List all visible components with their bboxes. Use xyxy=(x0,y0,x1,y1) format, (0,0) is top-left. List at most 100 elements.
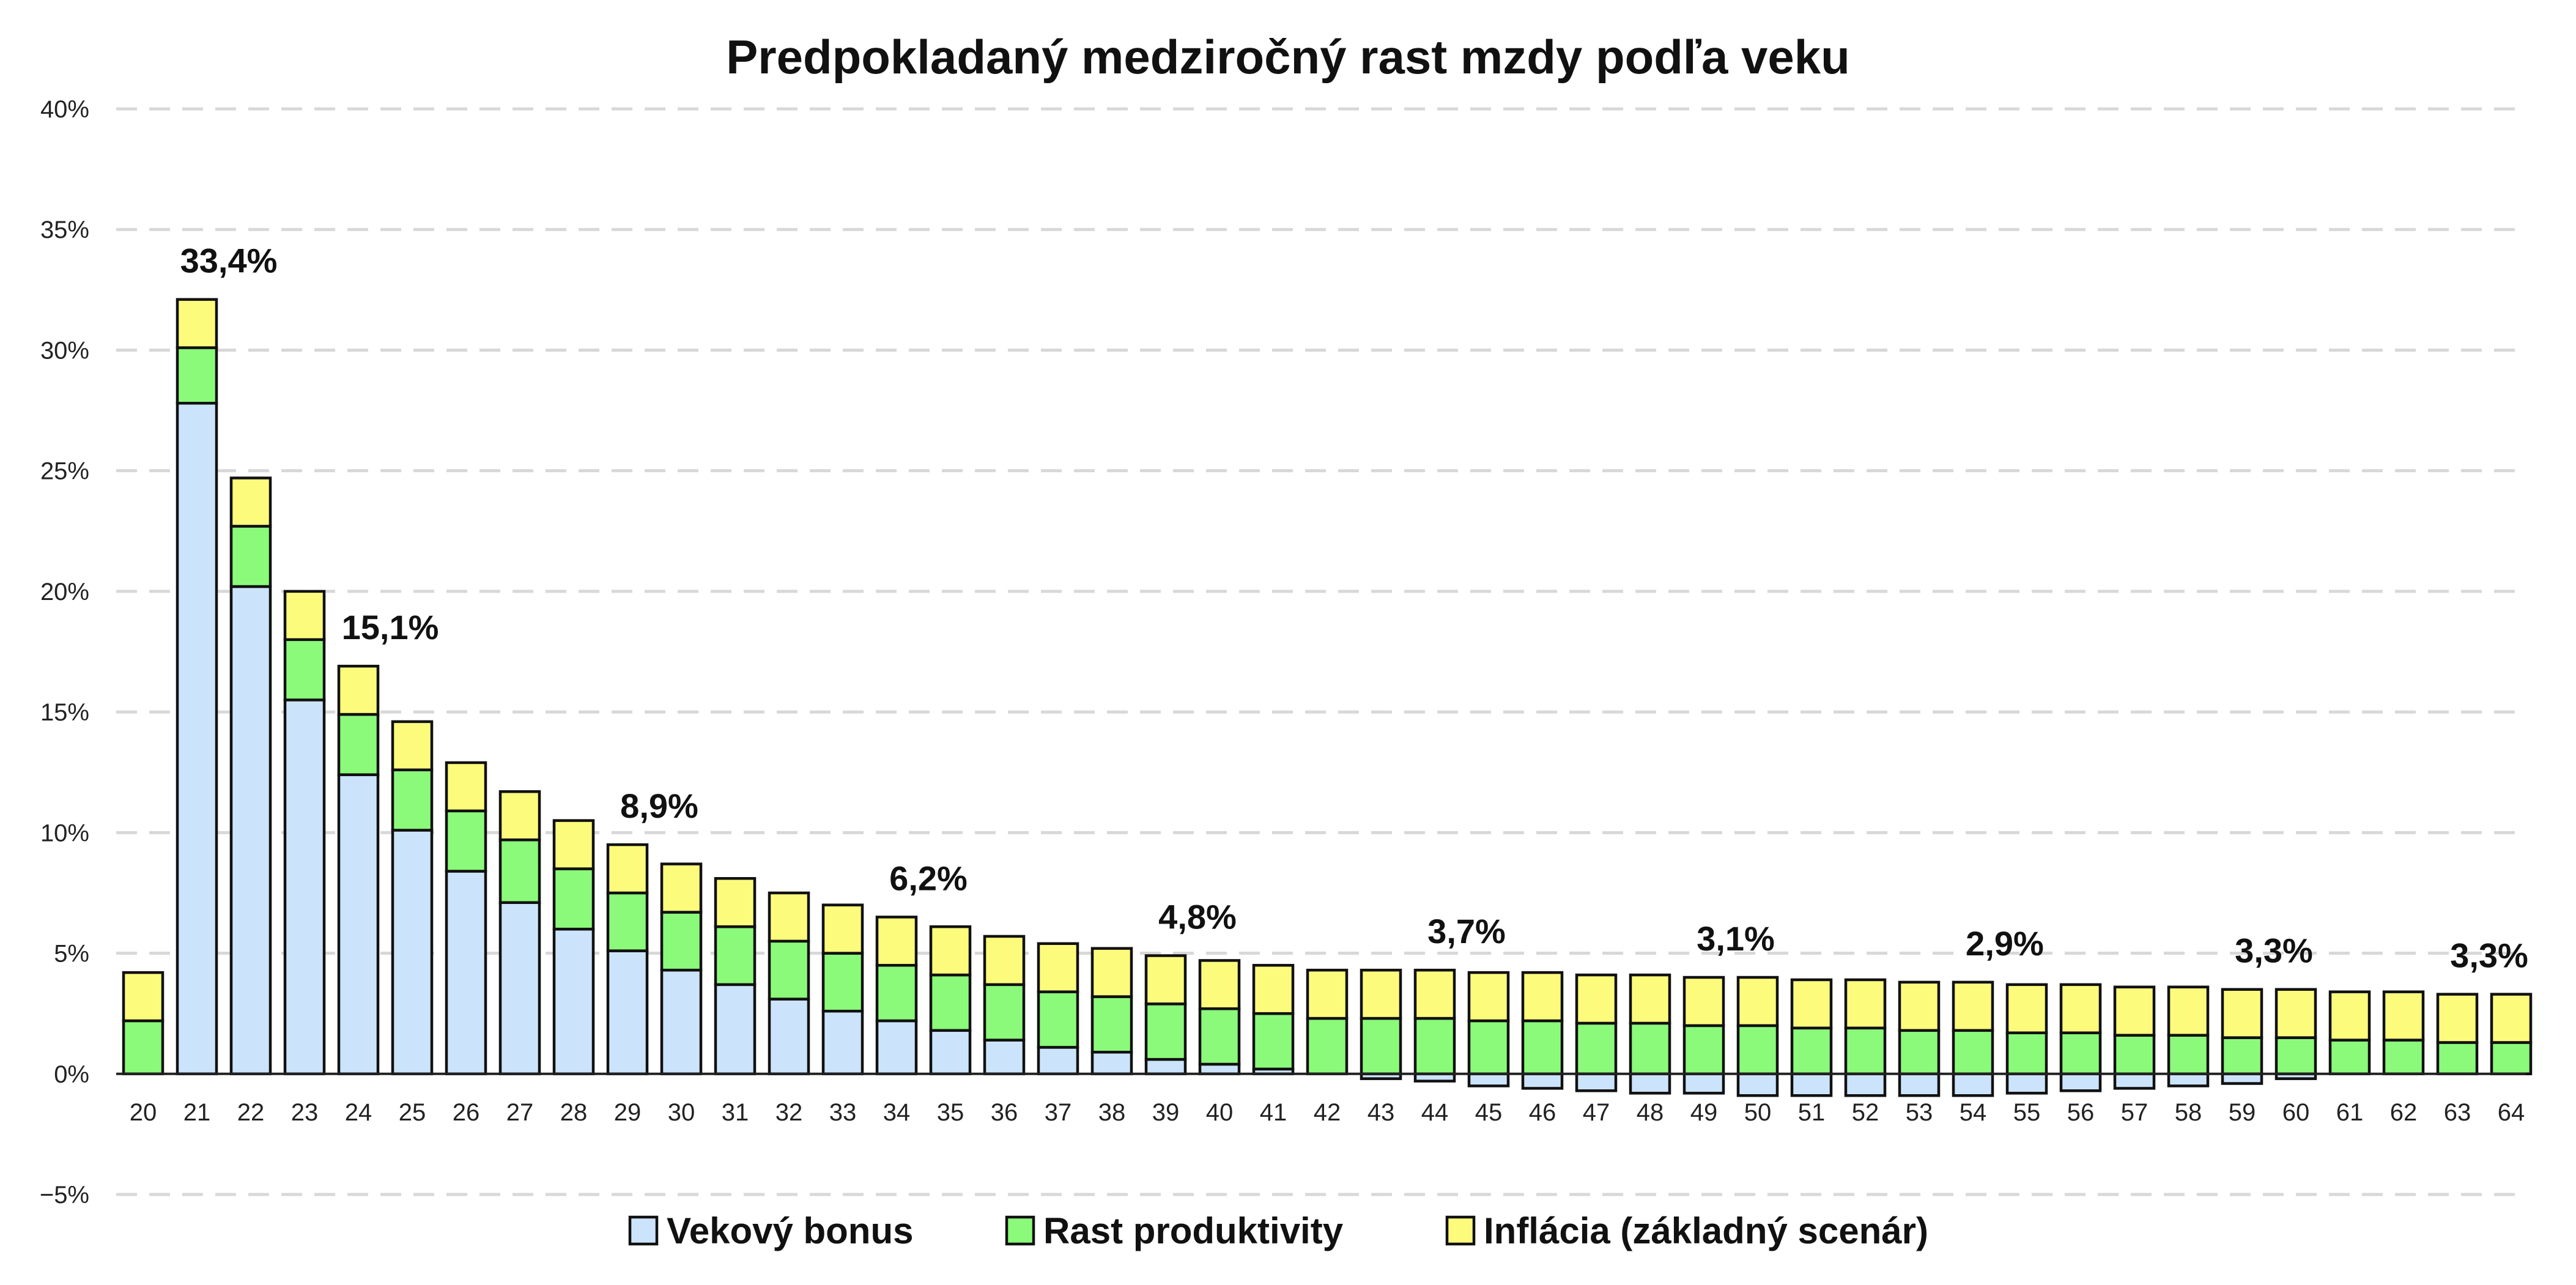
bar-segment xyxy=(983,1039,1026,1076)
y-axis-tick-labels: −5% 0% 5% 10% 15% 20% 25% 30% 35% 40% xyxy=(40,96,89,1209)
total-label: 4,8% xyxy=(1158,898,1237,936)
bar-segment xyxy=(2167,1034,2210,1076)
legend-swatch xyxy=(628,1215,659,1246)
bar-segment xyxy=(176,401,218,1076)
bar-segment xyxy=(1898,980,1941,1032)
bar-segment xyxy=(1790,978,1833,1030)
bar-segment xyxy=(1198,1007,1241,1066)
y-tick-label: 0% xyxy=(54,1061,89,1088)
bar-segment xyxy=(2113,1034,2156,1076)
legend-label: Vekový bonus xyxy=(667,1210,913,1251)
bar-segment xyxy=(660,862,703,914)
bar-segment xyxy=(283,638,326,702)
bar-segment xyxy=(983,935,1026,987)
total-label: 3,1% xyxy=(1697,919,1775,958)
bar-segment xyxy=(337,713,380,776)
x-tick-label: 54 xyxy=(1960,1099,1987,1126)
bar-segment xyxy=(1144,954,1187,1005)
bar-segment xyxy=(391,829,434,1076)
x-tick-label: 26 xyxy=(453,1099,480,1126)
bar-segment xyxy=(1360,1017,1402,1076)
total-label: 3,7% xyxy=(1427,912,1506,950)
bar-segment xyxy=(1521,1072,1564,1090)
bar-segment xyxy=(445,761,487,813)
total-annotations: 33,4% 15,1% 8,9% 6,2% 4,8% 3,7% 3,1% 2,9% 3,3% 3,… xyxy=(180,242,2528,975)
bar-segment xyxy=(1575,1072,1618,1092)
bar-segment xyxy=(1467,971,1510,1023)
x-tick-label: 37 xyxy=(1045,1099,1072,1126)
bar-segment xyxy=(714,983,757,1076)
bar-segment xyxy=(1952,980,1994,1032)
x-tick-label: 24 xyxy=(345,1099,372,1126)
total-label: 15,1% xyxy=(342,608,439,646)
x-tick-label: 62 xyxy=(2390,1099,2418,1126)
total-label: 6,2% xyxy=(889,859,968,897)
total-label: 33,4% xyxy=(180,242,278,280)
legend-swatch xyxy=(1445,1215,1476,1246)
bar-segment xyxy=(1144,1057,1187,1076)
bar-segment xyxy=(2274,1036,2317,1076)
bar-segment xyxy=(283,698,326,1076)
bar-segment xyxy=(983,983,1026,1042)
bar-segment xyxy=(176,298,218,349)
x-tick-label: 64 xyxy=(2498,1099,2525,1126)
bar-segment xyxy=(821,1009,864,1076)
x-tick-label: 58 xyxy=(2175,1099,2202,1126)
bar-segment xyxy=(2328,1039,2371,1076)
x-tick-label: 61 xyxy=(2336,1099,2364,1126)
y-tick-label: 10% xyxy=(40,820,89,846)
legend-label: Rast produktivity xyxy=(1043,1210,1344,1251)
bar-segment xyxy=(1952,1072,1994,1097)
bar-segment xyxy=(229,585,272,1076)
bar-segment xyxy=(1413,968,1456,1020)
y-tick-label: −5% xyxy=(40,1182,89,1209)
bar-segment xyxy=(606,843,649,895)
bar-segment xyxy=(875,964,918,1023)
bar-segment xyxy=(714,877,757,928)
bar-segment xyxy=(552,927,595,1076)
bar-segment xyxy=(875,916,918,967)
bar-segment xyxy=(929,925,972,977)
y-tick-label: 25% xyxy=(40,458,89,485)
bar-segment xyxy=(552,819,595,870)
bar-segment xyxy=(445,809,487,873)
x-tick-label: 53 xyxy=(1906,1099,1933,1126)
total-label: 2,9% xyxy=(1966,924,2044,963)
bar-segment xyxy=(606,891,649,952)
bar-segment xyxy=(2005,1072,2048,1095)
x-axis-tick-labels: 20 21 22 23 24 25 26 27 28 29 30 31 32 33 34 35 36 37 38 39… xyxy=(130,1099,2525,1126)
bar-segment xyxy=(1360,968,1402,1020)
bar-segment xyxy=(2221,1072,2263,1085)
bar-segment xyxy=(1844,978,1887,1030)
bar-segment xyxy=(229,476,272,528)
total-label: 3,3% xyxy=(2235,931,2313,970)
bar-segment xyxy=(1629,1021,1671,1076)
x-tick-label: 48 xyxy=(1637,1099,1664,1126)
x-tick-label: 31 xyxy=(722,1099,749,1126)
bar-segment xyxy=(2274,988,2317,1039)
x-tick-label: 32 xyxy=(775,1099,803,1126)
x-tick-label: 44 xyxy=(1421,1099,1449,1126)
x-tick-label: 34 xyxy=(883,1099,911,1126)
x-tick-label: 51 xyxy=(1798,1099,1826,1126)
bar-segment xyxy=(1629,973,1671,1025)
x-tick-label: 63 xyxy=(2444,1099,2471,1126)
x-tick-label: 45 xyxy=(1475,1099,1503,1126)
bar-segment xyxy=(2113,985,2156,1037)
bar-segment xyxy=(2167,985,2210,1037)
bar-segment xyxy=(1090,995,1133,1054)
x-tick-label: 56 xyxy=(2067,1099,2095,1126)
bar-segment xyxy=(1682,1072,1725,1095)
bar-segment xyxy=(2113,1072,2156,1090)
x-tick-label: 55 xyxy=(2013,1099,2041,1126)
x-tick-label: 35 xyxy=(937,1099,964,1126)
bar-segment xyxy=(283,590,326,642)
bar-segment xyxy=(1790,1072,1833,1097)
bar-segment xyxy=(1898,1029,1941,1076)
bar-segment xyxy=(2436,1041,2479,1076)
bar-segment xyxy=(2167,1072,2210,1087)
bar-segment xyxy=(768,998,810,1076)
bar-segment xyxy=(1736,1024,1779,1076)
bar-segment xyxy=(337,664,380,716)
